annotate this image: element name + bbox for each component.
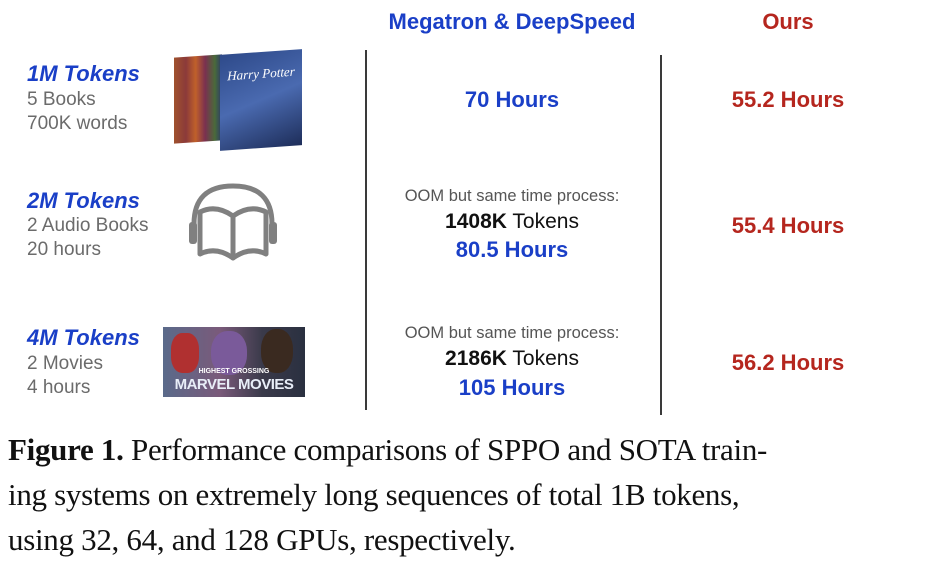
poster-title: MARVEL MOVIES — [174, 376, 294, 393]
row-desc: 2 Movies — [27, 353, 104, 374]
harry-potter-books-image: Harry Potter — [172, 48, 306, 151]
processed-tokens-unit: Tokens — [506, 210, 579, 233]
audiobook-icon — [189, 183, 277, 261]
ours-time: 55.2 Hours — [731, 87, 845, 112]
oom-note: OOM but same time process: — [404, 324, 620, 342]
processed-tokens-count: 1408K — [445, 210, 507, 233]
row-tokens-label: 1M Tokens — [27, 61, 140, 86]
oom-note: OOM but same time process: — [404, 187, 620, 205]
row-desc: 700K words — [27, 113, 128, 134]
row-tokens-label: 4M Tokens — [27, 325, 140, 350]
baseline-time: 105 Hours — [458, 375, 566, 400]
column-header-baseline: Megatron & DeepSpeed — [388, 9, 636, 34]
caption-line: ing systems on extremely long sequences … — [8, 477, 740, 512]
ours-time: 55.4 Hours — [731, 213, 845, 238]
row-desc: 20 hours — [27, 239, 101, 260]
column-header-ours: Ours — [762, 9, 814, 34]
baseline-time: 70 Hours — [464, 87, 560, 112]
caption-line: using 32, 64, and 128 GPUs, respectively… — [8, 522, 516, 557]
row-desc: 2 Audio Books — [27, 215, 149, 236]
poster-subtitle: HIGHEST GROSSING — [198, 368, 270, 375]
column-divider — [660, 55, 662, 415]
baseline-time: 80.5 Hours — [455, 237, 569, 262]
row-desc: 4 hours — [27, 377, 91, 398]
row-tokens-label: 2M Tokens — [27, 188, 140, 213]
processed-tokens-count: 2186K — [445, 347, 507, 370]
marvel-movies-image: HIGHEST GROSSING MARVEL MOVIES — [163, 327, 305, 397]
processed-tokens: 1408K Tokens — [445, 210, 579, 234]
book-title-text: Harry Potter — [227, 63, 295, 84]
processed-tokens-unit: Tokens — [506, 347, 579, 370]
caption-label: Figure 1. — [8, 432, 124, 467]
row-desc: 5 Books — [27, 89, 96, 110]
column-divider — [365, 50, 367, 410]
figure-caption: Figure 1. Performance comparisons of SPP… — [8, 432, 767, 468]
caption-line: Performance comparisons of SPPO and SOTA… — [123, 432, 768, 467]
ours-time: 56.2 Hours — [731, 350, 845, 375]
processed-tokens: 2186K Tokens — [445, 347, 579, 371]
